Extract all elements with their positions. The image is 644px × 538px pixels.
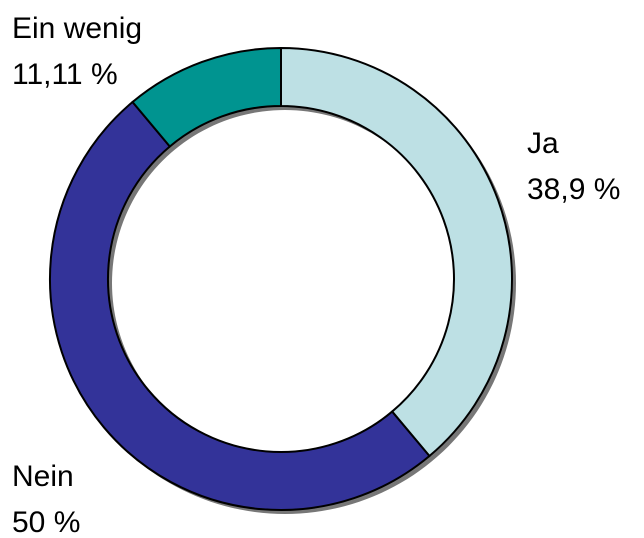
segment-value-label: 50 %: [12, 506, 80, 538]
segment-value-label: 11,11 %: [12, 58, 118, 91]
donut-segment: [280, 46, 513, 458]
donut-segment: [48, 100, 431, 512]
segment-name: Ein wenig: [12, 12, 142, 45]
segment-name: Nein: [12, 460, 74, 493]
donut-segment: [131, 46, 282, 148]
segment-value-label: 38,9 %: [527, 173, 620, 206]
segment-name: Ja: [527, 127, 559, 160]
